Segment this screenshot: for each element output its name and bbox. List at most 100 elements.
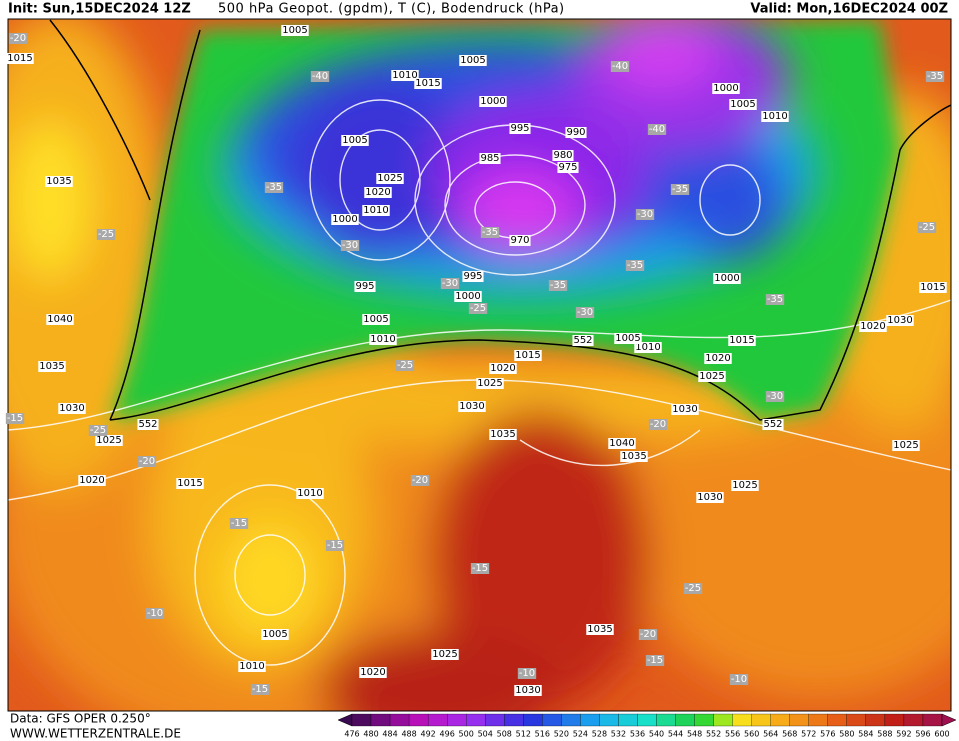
isobar-label-box [238, 661, 266, 672]
temperature-label-box [917, 222, 937, 233]
temperature-label: -15 [231, 518, 247, 529]
temperature-label-box [410, 475, 430, 486]
colorbar-segment [865, 713, 886, 727]
colorbar-segment [656, 713, 676, 727]
isobar-label: 1025 [732, 480, 757, 491]
isobar-label-box [514, 350, 542, 361]
colorbar-segment [599, 713, 619, 727]
colorbar-segment [542, 713, 562, 727]
map-frame [7, 18, 952, 712]
map-field [8, 19, 951, 711]
temperature-label: -20 [139, 456, 155, 467]
colorbar-arrow-high [941, 713, 957, 727]
isobar-label-box [634, 342, 662, 353]
data-source: Data: GFS OPER 0.250° [10, 712, 151, 726]
colorbar-segment [485, 713, 505, 727]
isobar-label: 1040 [47, 314, 72, 325]
isobar-label-box [281, 25, 309, 36]
temperature-label-box [647, 124, 667, 135]
isobar-label-box [95, 435, 123, 446]
colorbar-segment [884, 713, 905, 727]
isobar-label: 1000 [455, 291, 480, 302]
map-title: 500 hPa Geopot. (gpdm), T (C), Bodendruc… [218, 2, 565, 17]
isobar-label-box [729, 99, 757, 110]
temperature-label: -30 [767, 391, 783, 402]
temperature-label-box [468, 303, 488, 314]
isobar-label-box [459, 55, 487, 66]
temperature-label-box [729, 674, 749, 685]
colorbar-label: 508 [497, 730, 512, 739]
height-label: 552 [138, 419, 157, 430]
isobar-label-box [38, 361, 66, 372]
temperature-label-box [648, 419, 668, 430]
isobar-label-box [509, 123, 531, 134]
temperature-label-box [480, 227, 500, 238]
isobar-label: 1005 [262, 629, 287, 640]
isobar-label-box [261, 629, 289, 640]
colorbar-label: 492 [420, 730, 435, 739]
colorbar-label: 560 [744, 730, 759, 739]
temperature-label: -15 [7, 413, 23, 424]
isobar-label: 1005 [342, 135, 367, 146]
colorbar-label: 548 [687, 730, 702, 739]
isobar-label-box [696, 492, 724, 503]
isobar-label-box [58, 403, 86, 414]
colorbar-segment [751, 713, 771, 727]
isobar-label: 1030 [887, 315, 912, 326]
isobar-label: 1010 [239, 661, 264, 672]
colorbar-label: 532 [611, 730, 626, 739]
colorbar-label: 524 [573, 730, 588, 739]
temperature-label-box [470, 563, 490, 574]
colorbar-segment [637, 713, 657, 727]
temperature-label-box [517, 668, 537, 679]
colorbar-segment [789, 713, 809, 727]
temperature-label-box [229, 518, 249, 529]
isobar-label-box [552, 150, 574, 161]
isobar-label: 995 [463, 271, 482, 282]
colorbar-segment [922, 713, 943, 727]
temperature-label: -40 [612, 61, 628, 72]
temperature-label: -25 [397, 360, 413, 371]
isobar-label-box [514, 685, 542, 696]
colorbar-label: 576 [820, 730, 835, 739]
temperature-label-box [5, 413, 25, 424]
isobar-label: 985 [480, 153, 499, 164]
isobar-label-box [341, 135, 369, 146]
temperature-label-box [264, 182, 284, 193]
isobar-label: 1040 [609, 438, 634, 449]
isobar-label-box [892, 440, 920, 451]
temperature-label: -20 [640, 629, 656, 640]
colorbar-label: 588 [877, 730, 892, 739]
isobar-label: 1030 [672, 404, 697, 415]
colorbar-label: 484 [382, 730, 397, 739]
colorbar-segment [732, 713, 752, 727]
isobar-label: 1015 [920, 282, 945, 293]
isobar-label-box [761, 111, 789, 122]
isobar-label-box [45, 176, 73, 187]
temperature-label: -10 [731, 674, 747, 685]
isobar-label-box [376, 173, 404, 184]
isobar-label-box [369, 334, 397, 345]
isobar-label-box [489, 363, 517, 374]
colorbar-label: 500 [459, 730, 474, 739]
isobar-label: 1025 [432, 649, 457, 660]
colorbar-label: 476 [344, 730, 359, 739]
isobar-label: 1015 [415, 78, 440, 89]
isobar-label: 1035 [46, 176, 71, 187]
colorbar-segment [447, 713, 467, 727]
isobar-label: 1005 [730, 99, 755, 110]
isobar-label-box [458, 401, 486, 412]
temperature-label-box [145, 608, 165, 619]
isobar-label: 1035 [587, 624, 612, 635]
colorbar-segment [580, 713, 600, 727]
colorbar-segment [827, 713, 847, 727]
isobar-label: 1015 [177, 478, 202, 489]
temperature-label: -40 [649, 124, 665, 135]
isobar-label-box [557, 162, 579, 173]
isobar-label-box [859, 321, 887, 332]
temperature-label-box [96, 229, 116, 240]
isobar-label-box [620, 451, 648, 462]
isobar-label-box [331, 214, 359, 225]
init-time: Init: Sun,15DEC2024 12Z [8, 2, 191, 17]
